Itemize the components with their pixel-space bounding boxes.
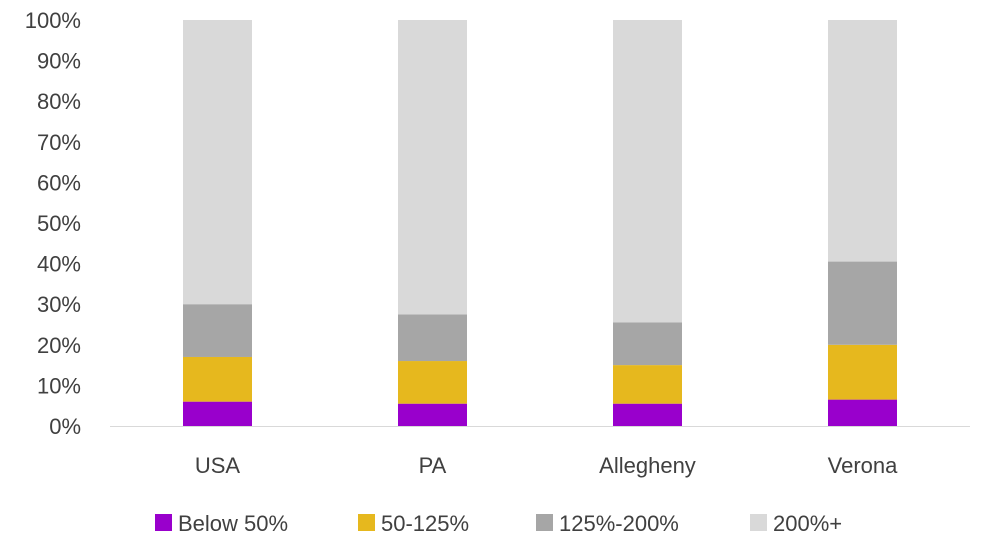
bar-segment	[613, 365, 682, 404]
x-tick-label: USA	[195, 453, 241, 478]
legend-label: 125%-200%	[559, 511, 679, 536]
legend-label: Below 50%	[178, 511, 288, 536]
y-tick-label: 0%	[49, 414, 81, 439]
y-tick-label: 80%	[37, 89, 81, 114]
y-tick-label: 40%	[37, 252, 81, 277]
bar-segment	[828, 261, 897, 345]
bar-segment	[183, 304, 252, 357]
bar-segment	[398, 361, 467, 404]
y-tick-label: 90%	[37, 49, 81, 74]
bar-segment	[613, 322, 682, 366]
bar-segment	[398, 403, 467, 426]
y-tick-label: 50%	[37, 211, 81, 236]
bar-segment	[398, 20, 467, 315]
bar-segment	[613, 403, 682, 426]
bar-segment	[828, 399, 897, 426]
bar-segment	[613, 20, 682, 323]
y-tick-label: 60%	[37, 170, 81, 195]
bars	[183, 20, 897, 426]
y-tick-label: 30%	[37, 292, 81, 317]
x-tick-label: PA	[419, 453, 447, 478]
x-axis: USA PA Allegheny Verona	[195, 453, 898, 478]
bar-segment	[183, 356, 252, 402]
legend-swatch	[750, 514, 767, 531]
y-tick-label: 10%	[37, 373, 81, 398]
y-tick-label: 100%	[25, 8, 81, 33]
legend-label: 50-125%	[381, 511, 469, 536]
y-axis: 0% 10% 20% 30% 40% 50% 60% 70% 80% 90% 100%	[25, 8, 81, 439]
x-tick-label: Allegheny	[599, 453, 696, 478]
x-tick-label: Verona	[828, 453, 898, 478]
bar-segment	[398, 314, 467, 362]
bar-segment	[828, 344, 897, 400]
legend-swatch	[155, 514, 172, 531]
legend-swatch	[536, 514, 553, 531]
legend: Below 50% 50-125% 125%-200% 200%+	[155, 511, 842, 536]
y-tick-label: 70%	[37, 130, 81, 155]
y-tick-label: 20%	[37, 333, 81, 358]
bar-segment	[183, 401, 252, 426]
bar-segment	[183, 20, 252, 305]
legend-label: 200%+	[773, 511, 842, 536]
legend-swatch	[358, 514, 375, 531]
bar-segment	[828, 20, 897, 262]
